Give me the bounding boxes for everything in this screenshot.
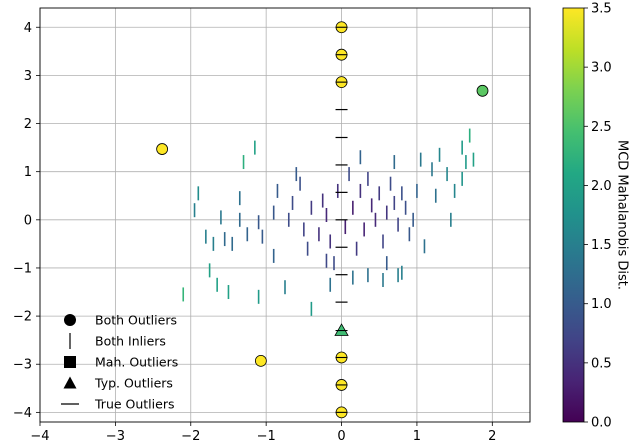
- x-tick-label: 0: [337, 429, 345, 444]
- colorbar: [562, 7, 585, 423]
- x-tick-label: −2: [181, 429, 200, 444]
- data-marks: [156, 21, 489, 419]
- legend-square-marker: [64, 356, 76, 368]
- y-tick-label: 1: [24, 165, 32, 180]
- colorbar-tick-label: 3.5: [591, 2, 612, 17]
- y-tick-label: 3: [24, 69, 32, 84]
- x-tick-label: −4: [30, 429, 49, 444]
- x-tick-label: −3: [106, 429, 125, 444]
- legend-label: True Outliers: [94, 397, 174, 412]
- colorbar-tick-label: 1.0: [591, 297, 612, 312]
- y-tick-label: 0: [24, 213, 32, 228]
- x-tick-label: 2: [488, 429, 496, 444]
- colorbar-tick-label: 0.5: [591, 356, 612, 371]
- axis-ticks: −4 −3 −2 −1 0 1 2 −4 −3 −2 −1 0 1 2 3 4: [13, 21, 497, 444]
- colorbar-tick-label: 1.5: [591, 238, 612, 253]
- colorbar-tick-label: 2.0: [591, 179, 612, 194]
- colorbar-label: MCD Mahalanobis Dist.: [615, 140, 630, 290]
- both-outlier-point: [254, 354, 267, 367]
- legend-triangle-marker: [63, 376, 77, 389]
- y-tick-label: −4: [13, 406, 32, 421]
- y-tick-label: −3: [13, 358, 32, 373]
- typ-outlier-point: [334, 323, 349, 336]
- y-tick-label: 4: [24, 21, 32, 36]
- x-tick-label: 1: [413, 429, 421, 444]
- plot-area: [40, 8, 530, 422]
- legend-label: Both Inliers: [95, 334, 166, 349]
- x-tick-label: −1: [257, 429, 276, 444]
- colorbar-tick-label: 2.5: [591, 120, 612, 135]
- legend-circle-marker: [64, 314, 76, 326]
- legend-label: Both Outliers: [95, 313, 177, 328]
- legend: Both Outliers Both Inliers Mah. Outliers Ty…: [61, 313, 178, 412]
- gridlines: [39, 8, 530, 422]
- plot-frame: [39, 7, 531, 423]
- colorbar-tick-label: 3.0: [591, 61, 612, 76]
- both-outlier-point: [476, 84, 489, 97]
- y-tick-label: 2: [24, 117, 32, 132]
- legend-label: Mah. Outliers: [95, 355, 178, 370]
- both-outlier-point: [156, 143, 169, 155]
- colorbar-ticks: 0.0 0.5 1.0 1.5 2.0 2.5 3.0 3.5: [584, 2, 612, 431]
- legend-label: Typ. Outliers: [94, 376, 173, 391]
- colorbar-tick-label: 0.0: [591, 416, 612, 431]
- y-tick-label: −1: [13, 261, 32, 276]
- y-tick-label: −2: [13, 310, 32, 325]
